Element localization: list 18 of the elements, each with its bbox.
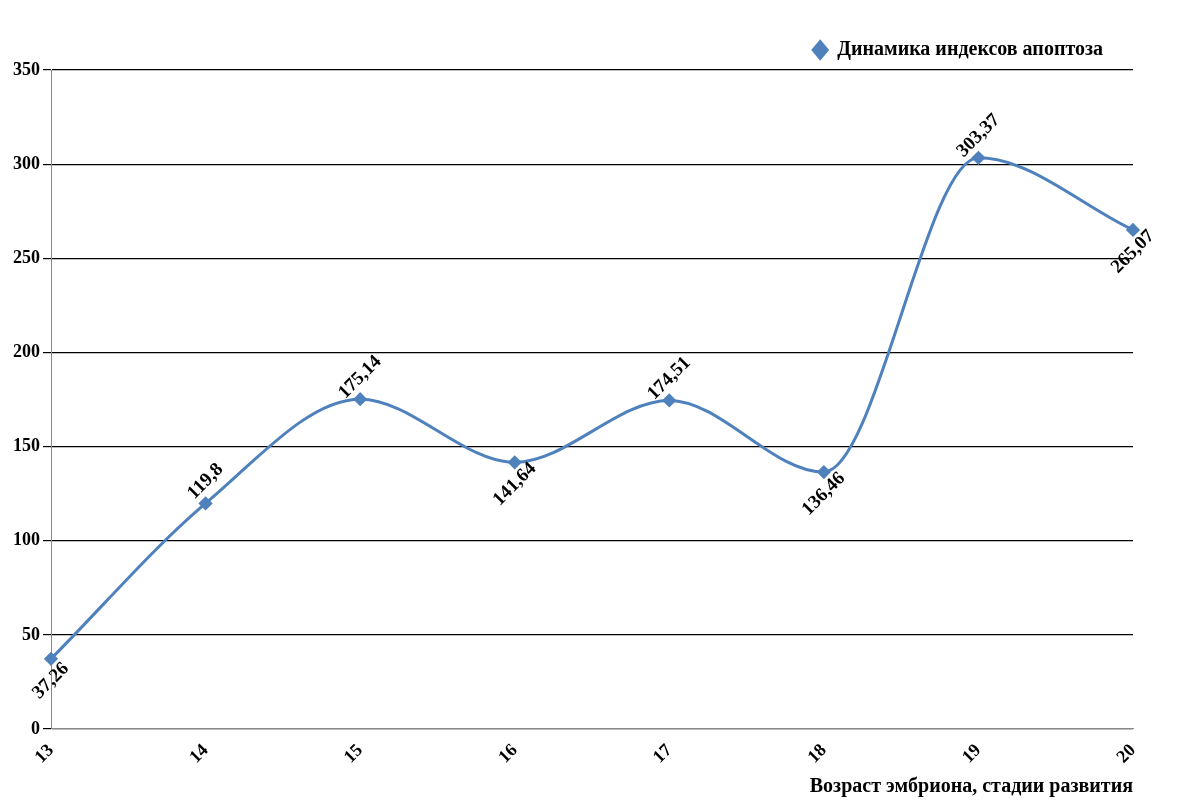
legend-label: Динамика индексов апоптоза [837,37,1104,61]
x-axis-title: Возраст эмбриона, стадии развития [809,774,1134,798]
x-tick-label: 14 [184,739,212,767]
y-tick-label: 200 [13,341,40,362]
x-tick-label: 18 [803,739,830,767]
y-tick-label: 150 [13,435,40,456]
x-tick-label: 13 [30,739,58,767]
y-tick-label: 250 [13,246,40,267]
x-tick-label: 17 [648,739,676,767]
y-tick-label: 100 [13,529,40,550]
y-tick-label: 350 [13,58,40,79]
y-tick-label: 300 [13,152,40,173]
x-tick-label: 20 [1112,739,1140,767]
x-tick-label: 19 [957,739,985,767]
x-tick-label: 15 [339,739,367,767]
y-tick-label: 50 [22,623,40,644]
y-tick-label: 0 [31,717,40,738]
x-tick-label: 16 [493,739,521,767]
